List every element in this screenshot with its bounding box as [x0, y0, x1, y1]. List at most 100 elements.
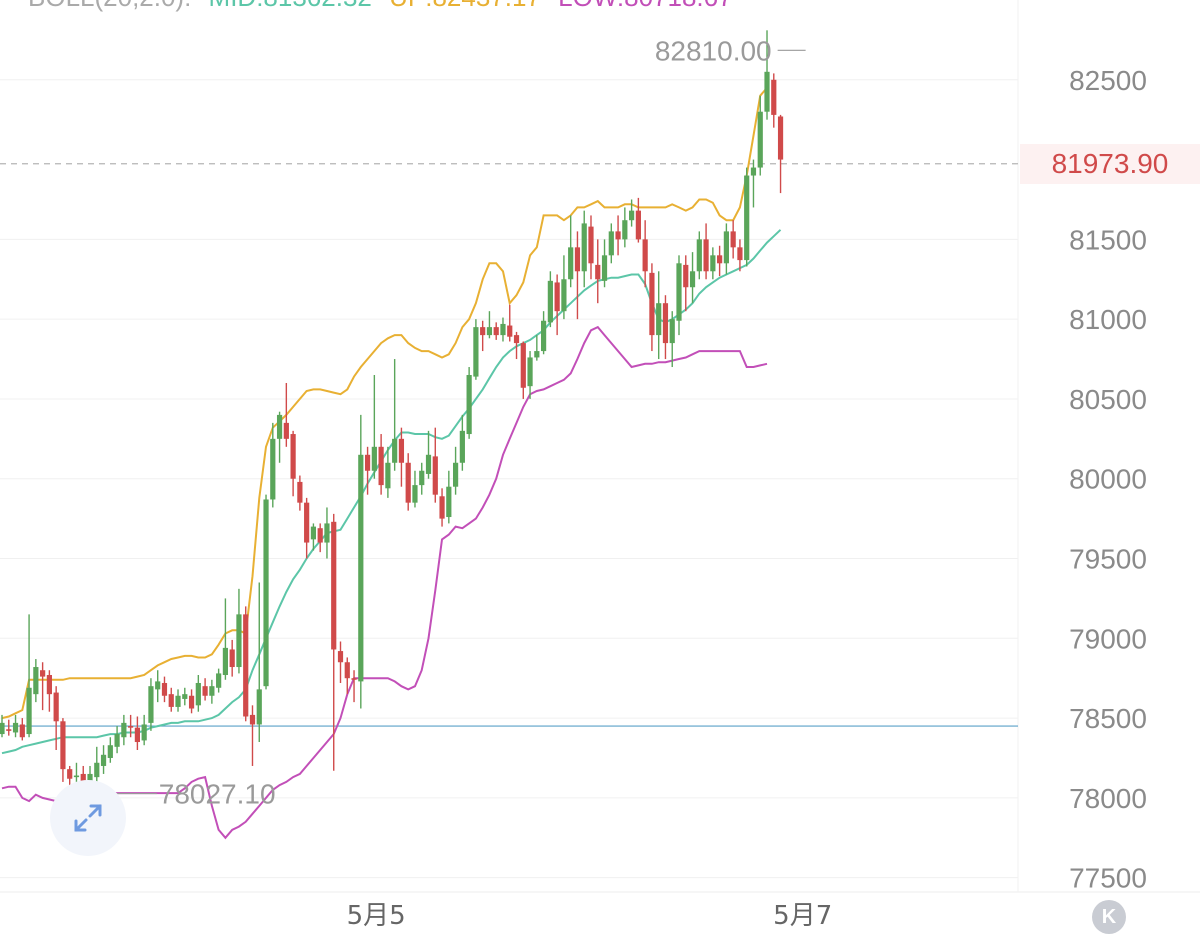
- candle-body: [243, 614, 249, 717]
- boll-low-line: [1, 325, 768, 840]
- candle-body: [141, 724, 147, 741]
- candle-body: [757, 111, 763, 168]
- candle-body: [622, 220, 628, 240]
- candle-body: [33, 667, 39, 695]
- y-tick-label: 80500: [1069, 384, 1147, 415]
- candle-body: [676, 263, 682, 321]
- legend-mid: MID:81362.32: [209, 0, 372, 12]
- candle-body: [53, 692, 59, 722]
- candle-body: [656, 303, 662, 336]
- candle-body: [344, 662, 350, 679]
- candle-body: [425, 454, 432, 474]
- candle-body: [561, 279, 567, 312]
- candle-body: [615, 231, 621, 240]
- y-tick-label: 82500: [1069, 65, 1147, 96]
- candle-body: [100, 754, 107, 766]
- candle-body: [486, 327, 493, 336]
- candle-body: [256, 689, 262, 725]
- candle-body: [378, 446, 384, 486]
- candle-body: [331, 521, 337, 650]
- candle-body: [385, 462, 391, 489]
- candle-body: [304, 502, 310, 543]
- candle-body: [114, 734, 120, 747]
- candle-body: [500, 323, 506, 336]
- candle-body: [216, 673, 222, 688]
- candle-body: [608, 231, 614, 256]
- candle-body: [121, 722, 127, 738]
- k-line-icon: K: [1101, 905, 1117, 928]
- candle-body: [364, 454, 371, 471]
- candle-body: [310, 526, 317, 540]
- candle-body: [168, 694, 174, 707]
- candle-body: [87, 773, 93, 782]
- candle-body: [195, 682, 201, 706]
- candle-body: [317, 528, 323, 543]
- candle-body: [283, 422, 289, 439]
- candle-body: [398, 438, 405, 463]
- legend-boll-label: BOLL(20,2.0):: [28, 0, 191, 12]
- candle-body: [439, 496, 445, 519]
- candle-body: [629, 210, 635, 221]
- candle-body: [771, 79, 777, 115]
- candle-body: [358, 454, 364, 682]
- candle-body: [351, 678, 357, 680]
- candle-body: [554, 282, 560, 312]
- candle-body: [26, 687, 32, 735]
- candle-body: [175, 695, 181, 707]
- k-line-button[interactable]: K: [1092, 900, 1126, 934]
- candle-body: [392, 438, 398, 463]
- candle-body: [527, 357, 533, 387]
- candle-body: [209, 686, 215, 696]
- candle-body: [40, 670, 46, 677]
- candle-body: [459, 430, 465, 463]
- candle-body: [222, 647, 229, 676]
- y-tick-label: 80000: [1069, 464, 1147, 495]
- y-tick-label: 81500: [1069, 224, 1147, 255]
- candle-body: [107, 745, 113, 758]
- expand-button[interactable]: [50, 780, 126, 856]
- candle-body: [80, 773, 86, 782]
- current-price-label: 81973.90: [1051, 148, 1169, 179]
- candle-body: [730, 231, 736, 248]
- candle-body: [46, 675, 52, 695]
- candle-body: [744, 175, 750, 261]
- candle-body: [568, 247, 574, 280]
- candle-body: [19, 724, 25, 738]
- y-tick-label: 79500: [1069, 544, 1147, 575]
- y-tick-label: 78500: [1069, 703, 1147, 734]
- min-price-annotation: 78027.10: [159, 779, 276, 810]
- candle-body: [541, 320, 547, 352]
- candle-body: [60, 721, 66, 770]
- candle-body: [507, 325, 513, 337]
- candle-body: [419, 470, 425, 486]
- candle-body: [764, 71, 770, 112]
- candle-body: [547, 280, 553, 323]
- y-tick-label: 81000: [1069, 304, 1147, 335]
- candle-body: [134, 727, 140, 743]
- candle-body: [452, 462, 459, 487]
- candle-body: [723, 231, 729, 264]
- candle-body: [595, 264, 601, 280]
- candle-body: [737, 247, 743, 261]
- candle-body: [601, 255, 608, 281]
- legend-low: LOW:80718.67: [558, 0, 732, 12]
- candle-body: [236, 614, 242, 668]
- candle-body: [520, 343, 526, 388]
- candle-body: [446, 486, 452, 518]
- candle-body: [412, 485, 418, 503]
- candle-body: [534, 351, 540, 358]
- candle-body: [276, 414, 283, 439]
- candle-body: [642, 239, 648, 272]
- candle-body: [263, 499, 269, 687]
- y-tick-label: 79000: [1069, 623, 1147, 654]
- candle-body: [337, 651, 344, 663]
- candle-body: [297, 481, 303, 503]
- candle-body: [148, 686, 154, 723]
- candle-body: [777, 116, 784, 160]
- candle-body: [94, 762, 100, 778]
- candle-body: [717, 255, 723, 264]
- candle-body: [270, 438, 276, 500]
- candle-body: [574, 247, 581, 272]
